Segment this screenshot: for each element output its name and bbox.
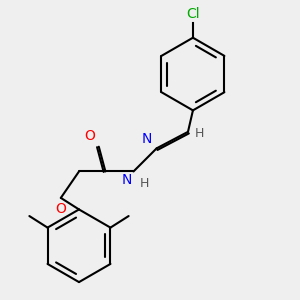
Text: H: H: [140, 177, 149, 190]
Text: H: H: [195, 127, 205, 140]
Text: N: N: [122, 173, 132, 187]
Text: Cl: Cl: [186, 7, 200, 21]
Text: O: O: [85, 129, 95, 143]
Text: O: O: [56, 202, 66, 216]
Text: N: N: [141, 132, 152, 146]
